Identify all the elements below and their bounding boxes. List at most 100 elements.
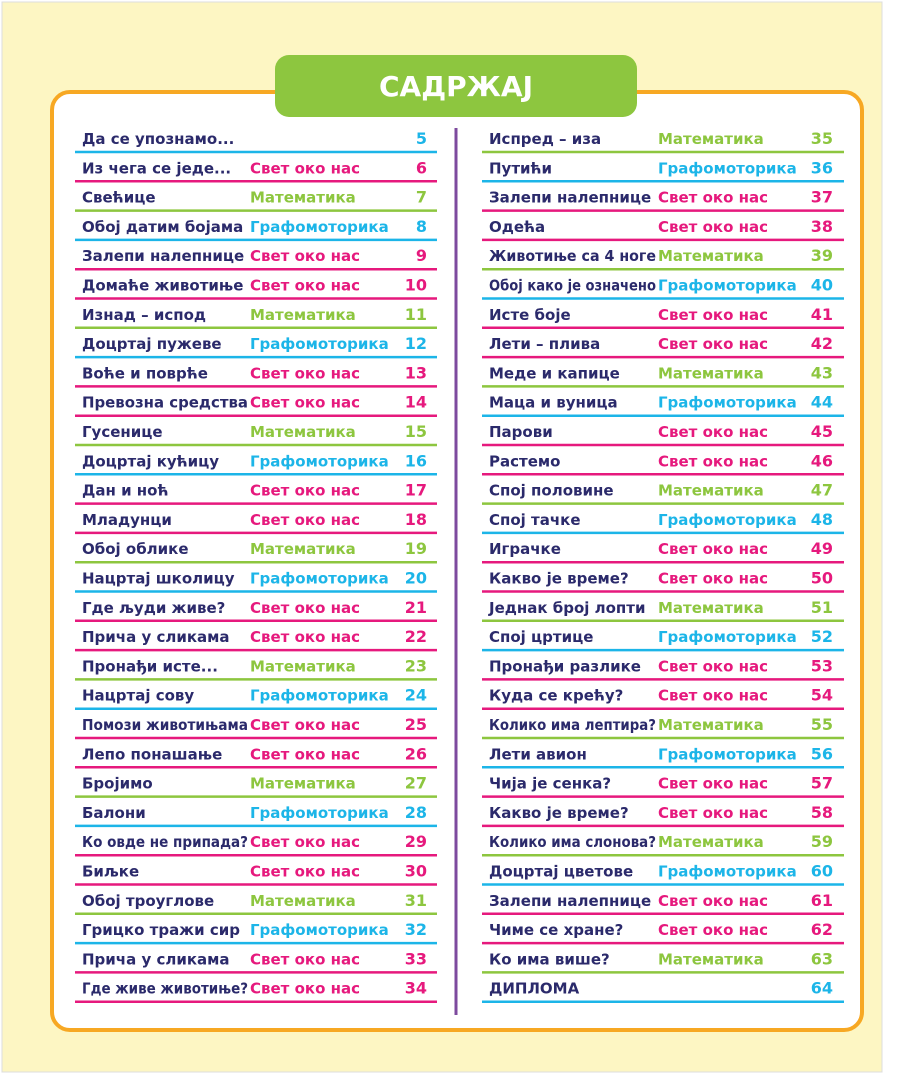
entry-subject: Свет око нас bbox=[250, 833, 360, 851]
page-number: 16 bbox=[405, 451, 427, 470]
entry-title: Доцртај цветове bbox=[489, 863, 633, 881]
entry-subject: Свет око нас bbox=[658, 921, 768, 939]
page-number: 49 bbox=[811, 539, 833, 558]
entry-title: Исте боје bbox=[489, 306, 571, 324]
entry-subject: Математика bbox=[658, 247, 764, 265]
entry-title: Парови bbox=[489, 423, 553, 441]
entry-subject: Графомоторика bbox=[658, 394, 797, 412]
entry-title: Спој половине bbox=[489, 482, 614, 500]
entry-subject: Графомоторика bbox=[250, 570, 389, 588]
entry-title: Меде и капице bbox=[489, 364, 620, 382]
entry-subject: Математика bbox=[658, 482, 764, 500]
entry-title: Куда се крећу? bbox=[489, 687, 623, 705]
title: САДРЖАЈ bbox=[379, 70, 533, 103]
entry-subject: Графомоторика bbox=[250, 452, 389, 470]
page-number: 31 bbox=[405, 891, 427, 910]
page-number: 47 bbox=[811, 481, 833, 500]
page-number: 23 bbox=[405, 656, 427, 675]
entry-title: Где људи живе? bbox=[82, 599, 225, 617]
page-number: 26 bbox=[405, 744, 427, 763]
entry-subject: Математика bbox=[658, 716, 764, 734]
entry-title: Пронађи разлике bbox=[489, 657, 641, 675]
entry-title: Чиме се хране? bbox=[489, 921, 623, 939]
page-number: 17 bbox=[405, 481, 427, 500]
entry-subject: Математика bbox=[250, 892, 356, 910]
entry-subject: Математика bbox=[250, 423, 356, 441]
entry-title: Колико има слонова? bbox=[489, 833, 656, 851]
entry-title: Колико има лептира? bbox=[489, 716, 656, 734]
entry-subject: Свет око нас bbox=[250, 980, 360, 998]
page-number: 34 bbox=[405, 979, 427, 998]
page-number: 12 bbox=[405, 334, 427, 353]
entry-title: Лети – плива bbox=[489, 335, 600, 353]
page-number: 41 bbox=[811, 305, 833, 324]
entry-title: Обој како је означено bbox=[489, 277, 656, 295]
entry-title: Домаће животиње bbox=[82, 277, 243, 295]
entry-subject: Свет око нас bbox=[250, 277, 360, 295]
entry-title: Залепи налепнице bbox=[82, 247, 244, 265]
entry-subject: Графомоторика bbox=[658, 745, 797, 763]
page-number: 60 bbox=[811, 862, 833, 881]
entry-subject: Свет око нас bbox=[250, 364, 360, 382]
page-number: 63 bbox=[811, 949, 833, 968]
page-number: 29 bbox=[405, 832, 427, 851]
entry-title: Какво је време? bbox=[489, 570, 629, 588]
entry-title: Обој датим бојама bbox=[82, 218, 243, 236]
page-number: 20 bbox=[405, 569, 427, 588]
page-number: 52 bbox=[811, 627, 833, 646]
entry-subject: Свет око нас bbox=[658, 775, 768, 793]
entry-title: Обој троуглове bbox=[82, 892, 214, 910]
entry-subject: Графомоторика bbox=[658, 863, 797, 881]
entry-subject: Графомоторика bbox=[658, 511, 797, 529]
entry-subject: Свет око нас bbox=[250, 394, 360, 412]
entry-title: Прича у сликама bbox=[82, 950, 230, 968]
page-number: 54 bbox=[811, 686, 833, 705]
entry-subject: Свет око нас bbox=[658, 218, 768, 236]
entry-subject: Свет око нас bbox=[658, 657, 768, 675]
page-number: 59 bbox=[811, 832, 833, 851]
page-number: 42 bbox=[811, 334, 833, 353]
page-number: 19 bbox=[405, 539, 427, 558]
page-number: 13 bbox=[405, 363, 427, 382]
page-number: 38 bbox=[811, 217, 833, 236]
entry-title: Балони bbox=[82, 804, 146, 822]
entry-title: Какво је време? bbox=[489, 804, 629, 822]
page-number: 64 bbox=[811, 979, 833, 998]
entry-title: Доцртај пужеве bbox=[82, 335, 222, 353]
page-number: 15 bbox=[405, 422, 427, 441]
entry-title: Из чега се једе... bbox=[82, 159, 231, 177]
entry-subject: Графомоторика bbox=[250, 921, 389, 939]
entry-subject: Свет око нас bbox=[658, 892, 768, 910]
entry-subject: Математика bbox=[658, 950, 764, 968]
entry-subject: Свет око нас bbox=[658, 423, 768, 441]
entry-title: Младунци bbox=[82, 511, 172, 529]
entry-title: Ко има више? bbox=[489, 950, 610, 968]
title-banner bbox=[275, 55, 637, 117]
entry-subject: Свет око нас bbox=[658, 570, 768, 588]
entry-subject: Математика bbox=[250, 540, 356, 558]
page-number: 28 bbox=[405, 803, 427, 822]
entry-title: Где живе животиње? bbox=[82, 980, 248, 998]
entry-title: Чија је сенка? bbox=[489, 775, 611, 793]
entry-title: Једнак број лопти bbox=[488, 599, 646, 617]
entry-subject: Свет око нас bbox=[658, 189, 768, 207]
entry-subject: Графомоторика bbox=[250, 335, 389, 353]
page-number: 55 bbox=[811, 715, 833, 734]
entry-title: Лепо понашање bbox=[82, 745, 222, 763]
entry-subject: Математика bbox=[250, 306, 356, 324]
entry-subject: Свет око нас bbox=[250, 628, 360, 646]
page-number: 46 bbox=[811, 451, 833, 470]
entry-subject: Свет око нас bbox=[658, 804, 768, 822]
entry-subject: Математика bbox=[658, 599, 764, 617]
page-number: 39 bbox=[811, 246, 833, 265]
entry-title: ДИПЛОМА bbox=[489, 980, 580, 998]
page-number: 8 bbox=[416, 217, 427, 236]
entry-title: Лети авион bbox=[489, 745, 587, 763]
entry-subject: Графомоторика bbox=[250, 804, 389, 822]
page-number: 22 bbox=[405, 627, 427, 646]
page-number: 40 bbox=[811, 276, 833, 295]
page-number: 10 bbox=[405, 276, 427, 295]
page-number: 14 bbox=[405, 393, 427, 412]
entry-title: Воће и поврће bbox=[82, 364, 208, 382]
